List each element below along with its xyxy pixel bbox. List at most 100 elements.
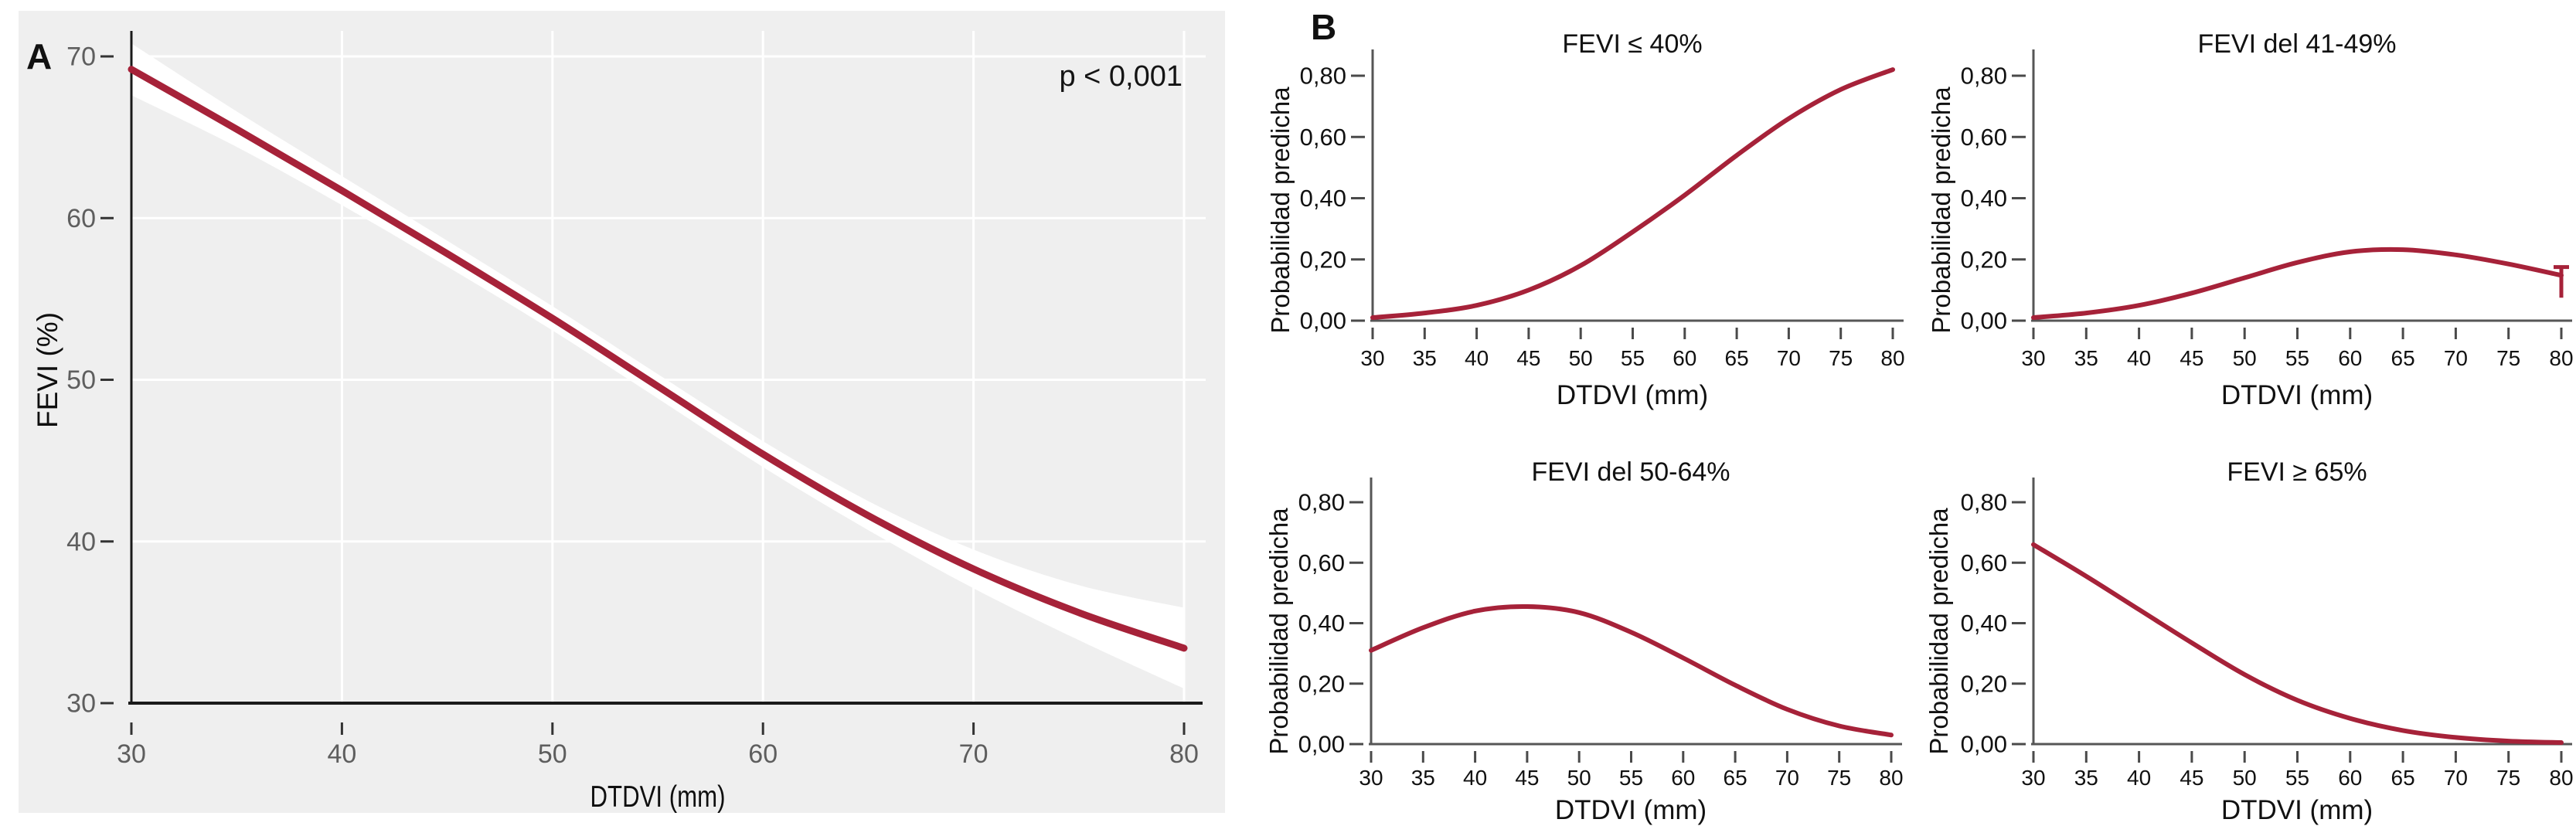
subplot-x-axis-title: DTDVI (mm) <box>1556 380 1709 410</box>
svg-text:30: 30 <box>2021 346 2045 370</box>
confidence-band <box>131 43 1184 689</box>
subplot-x-axis-title: DTDVI (mm) <box>1554 795 1707 825</box>
svg-text:30: 30 <box>1359 766 1383 790</box>
svg-text:0,00: 0,00 <box>1300 308 1346 335</box>
p-value-annotation: p < 0,001 <box>1059 60 1183 93</box>
error-bar <box>2554 265 2569 298</box>
svg-text:60: 60 <box>2338 346 2362 370</box>
svg-text:30: 30 <box>2021 766 2045 790</box>
x-tick-labels: 30 35 40 45 50 55 60 65 70 75 80 <box>1360 328 1905 370</box>
svg-text:0,00: 0,00 <box>1961 308 2007 335</box>
svg-text:40: 40 <box>2127 346 2151 370</box>
svg-text:0,80: 0,80 <box>1961 489 2007 516</box>
svg-text:70: 70 <box>1775 766 1799 790</box>
svg-text:40: 40 <box>1463 766 1487 790</box>
svg-text:0,20: 0,20 <box>1300 246 1346 273</box>
svg-text:0,60: 0,60 <box>1298 549 1345 576</box>
fevi-vs-dtdvi-plot: 30 40 50 60 70 30 40 50 60 70 80 <box>66 31 1206 769</box>
svg-text:80: 80 <box>2549 346 2573 370</box>
svg-text:50: 50 <box>2233 346 2257 370</box>
svg-text:0,60: 0,60 <box>1961 124 2007 151</box>
svg-text:40: 40 <box>327 739 356 769</box>
svg-text:45: 45 <box>2180 346 2203 370</box>
panel-a-x-axis-title: DTDVI (mm) <box>590 780 726 814</box>
svg-text:75: 75 <box>1829 346 1853 370</box>
y-tick-labels: 0,00 0,20 0,40 0,60 0,80 <box>1300 63 1365 335</box>
axes <box>1370 49 1904 322</box>
svg-text:0,20: 0,20 <box>1298 670 1345 697</box>
subplot-title: FEVI ≤ 40% <box>1562 29 1703 59</box>
svg-text:35: 35 <box>2074 346 2098 370</box>
svg-text:50: 50 <box>66 365 96 395</box>
svg-text:50: 50 <box>1569 346 1593 370</box>
x-tick-labels: 30 40 50 60 70 80 <box>117 722 1199 769</box>
svg-text:60: 60 <box>1673 346 1696 370</box>
svg-text:65: 65 <box>2391 766 2415 790</box>
series-line <box>1369 603 1894 738</box>
svg-text:75: 75 <box>2496 766 2520 790</box>
subplot-title: FEVI del 41-49% <box>2197 29 2397 59</box>
svg-text:80: 80 <box>1880 346 1904 370</box>
axes <box>128 31 1203 705</box>
svg-text:55: 55 <box>1619 766 1643 790</box>
svg-text:45: 45 <box>2180 766 2203 790</box>
axes <box>1369 478 1902 746</box>
svg-text:60: 60 <box>66 204 96 233</box>
panel-a: A p < 0,001 FEVI (%) DTDVI (mm) 30 40 50 60… <box>19 11 1225 814</box>
svg-text:70: 70 <box>2444 346 2468 370</box>
svg-text:70: 70 <box>959 739 989 769</box>
svg-text:30: 30 <box>1360 346 1384 370</box>
y-tick-labels: 0,00 0,20 0,40 0,60 0,80 <box>1961 489 2026 758</box>
svg-text:80: 80 <box>1169 739 1199 769</box>
svg-text:55: 55 <box>1621 346 1645 370</box>
svg-text:50: 50 <box>1567 766 1591 790</box>
svg-text:30: 30 <box>66 689 96 719</box>
svg-text:30: 30 <box>117 739 146 769</box>
svg-text:80: 80 <box>1879 766 1903 790</box>
subplot-fevi-le-40: FEVI ≤ 40% Probabilidad predicha DTDVI (… <box>1258 8 1911 417</box>
probability-plot-fevi-50-64: 0,00 0,20 0,40 0,60 0,80 30 35 40 45 50 55 60 65 70 75… <box>1298 478 1904 790</box>
svg-text:0,00: 0,00 <box>1298 731 1345 758</box>
probability-plot-fevi-41-49: 0,00 0,20 0,40 0,60 0,80 30 35 40 45 50 55 60 65 70 75… <box>1961 49 2574 370</box>
probability-plot-fevi-ge-65: 0,00 0,20 0,40 0,60 0,80 30 35 40 45 50 55 60 65 70 75… <box>1961 478 2574 790</box>
x-tick-labels: 30 35 40 45 50 55 60 65 70 75 80 <box>2021 751 2574 790</box>
subplot-fevi-41-49: FEVI del 41-49% Probabilidad predicha DT… <box>1917 8 2576 417</box>
subplot-fevi-ge-65: FEVI ≥ 65% Probabilidad predicha DTDVI (… <box>1917 423 2576 825</box>
svg-text:0,40: 0,40 <box>1961 185 2007 212</box>
axes <box>2031 49 2572 322</box>
svg-text:0,40: 0,40 <box>1300 185 1346 212</box>
svg-text:60: 60 <box>2338 766 2362 790</box>
svg-text:0,40: 0,40 <box>1298 610 1345 637</box>
svg-text:50: 50 <box>538 739 567 769</box>
svg-text:0,80: 0,80 <box>1961 63 2007 90</box>
x-tick-labels: 30 35 40 45 50 55 60 65 70 75 80 <box>1359 751 1904 790</box>
gridlines <box>131 31 1206 703</box>
svg-text:0,60: 0,60 <box>1300 124 1346 151</box>
svg-text:0,00: 0,00 <box>1961 731 2007 758</box>
svg-text:65: 65 <box>2391 346 2415 370</box>
svg-text:60: 60 <box>1671 766 1695 790</box>
svg-text:55: 55 <box>2285 346 2309 370</box>
y-tick-labels: 30 40 50 60 70 <box>66 42 114 719</box>
series-line <box>1370 67 1895 321</box>
svg-text:45: 45 <box>1516 346 1540 370</box>
svg-text:40: 40 <box>66 527 96 556</box>
series-line <box>2031 246 2564 321</box>
svg-text:0,80: 0,80 <box>1300 63 1346 90</box>
svg-text:60: 60 <box>748 739 778 769</box>
y-tick-labels: 0,00 0,20 0,40 0,60 0,80 <box>1298 489 1363 758</box>
svg-text:0,60: 0,60 <box>1961 549 2007 576</box>
svg-text:75: 75 <box>1827 766 1851 790</box>
subplot-title: FEVI ≥ 65% <box>2227 457 2367 487</box>
panel-b-letter: B <box>1311 7 1337 47</box>
series-line <box>2031 542 2564 746</box>
subplot-x-axis-title: DTDVI (mm) <box>2220 380 2374 410</box>
subplot-x-axis-title: DTDVI (mm) <box>2220 795 2374 825</box>
svg-text:0,20: 0,20 <box>1961 246 2007 273</box>
svg-text:0,80: 0,80 <box>1298 489 1345 516</box>
svg-text:35: 35 <box>1411 766 1435 790</box>
subplot-title: FEVI del 50-64% <box>1531 457 1730 487</box>
axes <box>2031 478 2572 746</box>
svg-text:70: 70 <box>66 42 96 72</box>
